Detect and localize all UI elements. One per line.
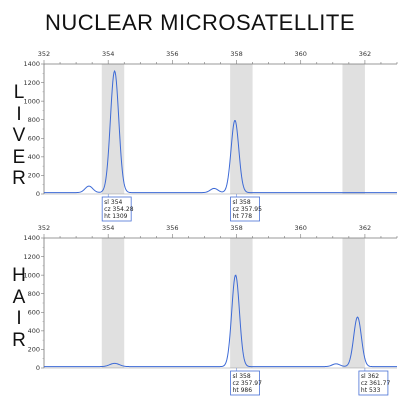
y-tick-label: 600	[28, 308, 40, 316]
y-tick-label: 200	[28, 172, 40, 180]
y-tick-label: 1400	[23, 60, 40, 68]
chart-panel: 352 354 356 358 360 362 0 200 400 600 800 1000 1200 1…	[23, 50, 398, 222]
y-tick-label: 800	[28, 116, 40, 124]
allele-bin-highlight	[342, 64, 365, 194]
allele-annotation-text: sl 358	[233, 373, 251, 380]
allele-bin-highlight	[230, 238, 253, 368]
side-label-letter: H	[12, 265, 26, 286]
y-tick-label: 400	[28, 327, 40, 335]
x-tick-label: 354	[102, 50, 114, 58]
x-tick-label: 358	[230, 224, 242, 232]
side-label-liver: L I V E R	[8, 82, 30, 190]
side-label-hair: H A I R	[8, 265, 30, 351]
x-tick-label: 360	[295, 224, 307, 232]
y-tick-label: 1200	[23, 253, 40, 261]
y-tick-label: 1000	[23, 271, 40, 279]
allele-annotation-text: cz 354.28	[104, 206, 134, 213]
x-tick-label: 362	[359, 50, 371, 58]
allele-annotation-text: sl 362	[361, 373, 379, 380]
y-tick-label: 1400	[23, 234, 40, 242]
y-tick-label: 600	[28, 134, 40, 142]
signal-trace	[44, 69, 397, 194]
allele-annotation-box	[230, 196, 260, 222]
x-tick-label: 352	[38, 224, 50, 232]
x-tick-label: 352	[38, 50, 50, 58]
side-label-letter: R	[12, 168, 26, 189]
allele-annotation-text: ht 778	[233, 213, 253, 220]
y-tick-label: 800	[28, 290, 40, 298]
x-tick-label: 362	[359, 224, 371, 232]
y-tick-label: 200	[28, 346, 40, 354]
y-tick-label: 1200	[23, 79, 40, 87]
y-tick-label: 0	[36, 364, 40, 372]
allele-annotation-box	[230, 370, 260, 396]
allele-annotation-text: cz 357.97	[233, 380, 263, 387]
allele-bin-highlight	[342, 238, 365, 368]
side-label-letter: I	[16, 103, 22, 125]
side-label-letter: R	[12, 329, 26, 351]
allele-annotation-text: sl 358	[233, 199, 251, 206]
x-tick-label: 360	[295, 50, 307, 58]
y-tick-label: 400	[28, 153, 40, 161]
y-tick-label: 1000	[23, 97, 40, 105]
signal-trace	[44, 274, 397, 368]
allele-annotation-box	[358, 370, 389, 396]
y-tick-label: 0	[36, 190, 40, 198]
allele-annotation-text: ht 986	[233, 387, 253, 394]
chart-panel: 352 354 356 358 360 362 0 200 400 600 800 1000 1200 1…	[23, 224, 398, 396]
side-label-letter: A	[12, 286, 26, 308]
x-tick-label: 358	[230, 50, 242, 58]
allele-annotation-text: ht 533	[361, 387, 381, 394]
allele-annotation-box	[101, 196, 132, 222]
side-label-letter: I	[16, 308, 22, 329]
allele-annotation-text: sl 354	[104, 199, 122, 206]
allele-annotation-text: cz 357.95	[233, 206, 263, 213]
x-tick-label: 356	[166, 50, 178, 58]
chart-title: NUCLEAR MICROSATELLITE	[44, 10, 356, 35]
allele-annotation-text: ht 1309	[104, 213, 128, 220]
side-label-letter: E	[12, 146, 26, 168]
side-label-letter: L	[13, 82, 25, 103]
x-tick-label: 354	[102, 224, 114, 232]
allele-bin-highlight	[101, 238, 125, 368]
allele-annotation-text: cz 361.77	[361, 380, 391, 387]
allele-bin-highlight	[230, 64, 253, 194]
side-label-letter: V	[12, 125, 26, 146]
x-tick-label: 356	[166, 224, 178, 232]
